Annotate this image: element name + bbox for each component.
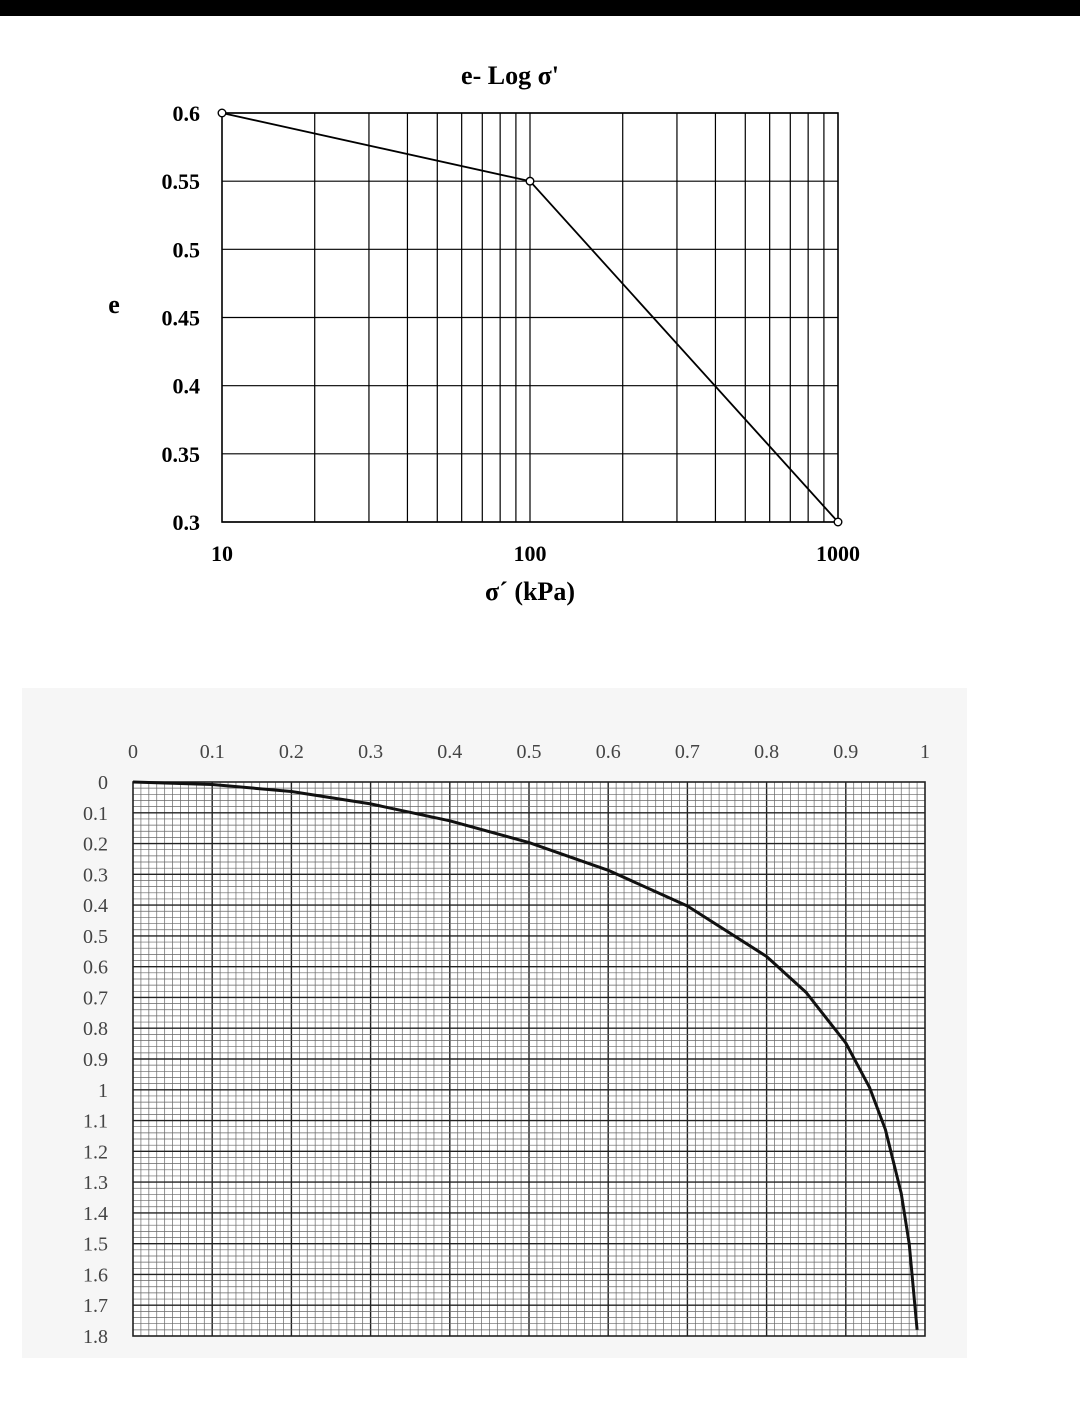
chart2-uz-tv: 0 0.1 0.2 0.3 0.4 0.5 0.6 0.7 0.8 0.9 1 0 0.1 0.2 0.3 0… — [22, 688, 967, 1358]
chart2-x-tick-label: 0.8 — [754, 741, 779, 763]
chart1-e-log-sigma: 0.6 0.55 0.5 0.45 0.4 0.35 0.3 10 100 1000 — [162, 101, 861, 566]
chart1-x-tick-label: 10 — [211, 541, 233, 566]
chart2-y-tick-label: 1.4 — [83, 1203, 108, 1225]
chart2-y-tick-label: 1 — [98, 1080, 108, 1102]
chart2-frame — [132, 781, 926, 1337]
chart2-y-tick-label: 0.1 — [83, 803, 108, 825]
chart1-data-point — [833, 517, 843, 527]
chart2-y-tick-label: 0.6 — [83, 957, 108, 979]
chart2-x-tick-label: 0.1 — [200, 741, 225, 763]
chart2-x-tick-label: 0 — [128, 741, 138, 763]
chart2-y-tick-label: 0.8 — [83, 1018, 108, 1040]
chart2-series-curve — [132, 780, 919, 1330]
chart1-x-tick-label: 1000 — [816, 541, 860, 566]
chart2-y-tick-label: 0.9 — [83, 1049, 108, 1071]
chart2-y-tick-label: 1.1 — [83, 1111, 108, 1133]
chart2-x-tick-label: 0.2 — [279, 741, 304, 763]
chart2-y-tick-label: 0.3 — [83, 864, 108, 886]
chart2-y-tick-label: 1.8 — [83, 1326, 108, 1348]
chart2-x-tick-label: 0.9 — [833, 741, 858, 763]
chart2-x-tick-label: 1 — [920, 741, 930, 763]
chart2-x-tick-label: 0.7 — [675, 741, 700, 763]
chart1-y-tick-label: 0.55 — [162, 169, 201, 194]
chart2-y-tick-label: 0.7 — [83, 987, 108, 1009]
chart2-x-tick-label: 0.4 — [437, 741, 462, 763]
chart1-data-point — [525, 176, 535, 186]
chart1-title: e- Log σ' — [461, 61, 559, 90]
chart1-y-tick-label: 0.35 — [162, 442, 201, 467]
chart1-y-axis-label: e — [108, 290, 120, 319]
chart2-y-tick-label: 0.5 — [83, 926, 108, 948]
chart1-data-point — [217, 108, 227, 118]
chart2-y-tick-label: 0 — [98, 772, 108, 794]
chart2-y-tick-label: 1.2 — [83, 1141, 108, 1163]
top-bar — [0, 0, 1080, 16]
chart1-x-tick-label: 100 — [514, 541, 547, 566]
chart2-y-tick-label: 0.4 — [83, 895, 108, 917]
chart1-x-axis-label: σ´ (kPa) — [485, 577, 575, 606]
chart1-y-tick-label: 0.45 — [162, 306, 201, 331]
chart2-y-tick-label: 1.5 — [83, 1234, 108, 1256]
chart1-y-tick-label: 0.5 — [173, 237, 201, 262]
chart2-y-tick-label: 1.7 — [83, 1295, 108, 1317]
chart1-y-tick-label: 0.4 — [173, 374, 201, 399]
chart2-y-tick-label: 1.3 — [83, 1172, 108, 1194]
chart2-x-tick-label: 0.6 — [596, 741, 621, 763]
chart1-y-tick-label: 0.6 — [173, 101, 201, 126]
chart2-y-tick-label: 1.6 — [83, 1264, 108, 1286]
chart2-x-tick-label: 0.5 — [517, 741, 542, 763]
chart1-frame — [221, 112, 839, 523]
chart1-y-tick-label: 0.3 — [173, 510, 201, 535]
chart2-y-tick-label: 0.2 — [83, 834, 108, 856]
chart2-x-tick-label: 0.3 — [358, 741, 383, 763]
